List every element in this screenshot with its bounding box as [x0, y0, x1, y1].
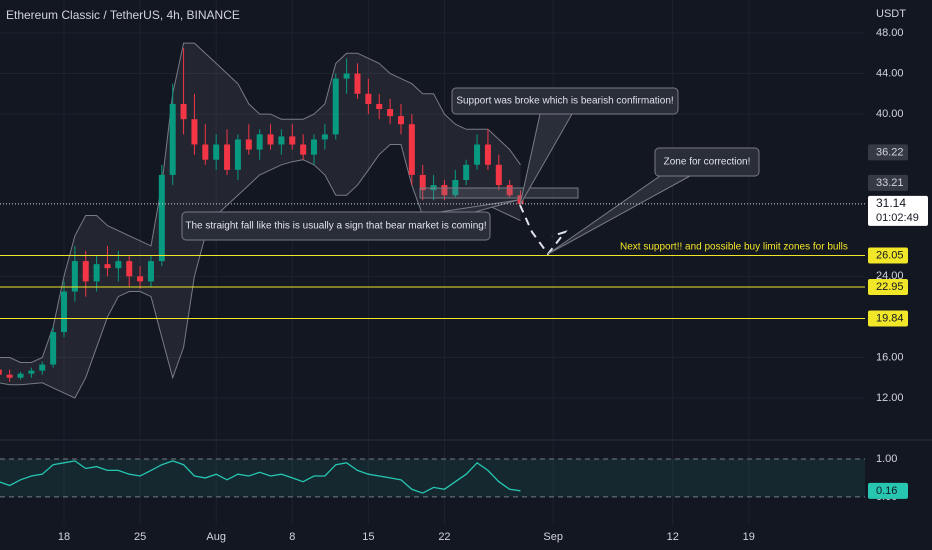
candle-body: [267, 134, 274, 145]
candle-body: [343, 73, 350, 79]
candle-body: [147, 261, 154, 282]
band-fill: [0, 43, 521, 399]
callout-box: [654, 147, 760, 177]
callout: Support was broke which is bearish confi…: [451, 87, 679, 206]
y-tick-label: 16.00: [876, 351, 904, 363]
candle-body: [104, 264, 111, 269]
candle-body: [71, 261, 78, 292]
countdown-label: 01:02:49: [876, 212, 919, 224]
y-tick-label: 40.00: [876, 108, 904, 120]
candle-body: [202, 144, 209, 160]
candle-body: [256, 134, 263, 150]
candle-body: [278, 136, 285, 145]
callout-text: The straight fall like this is usually a…: [185, 221, 486, 232]
callout: The straight fall like this is usually a…: [181, 199, 519, 241]
candle-body: [311, 139, 318, 155]
x-tick-label: 18: [58, 531, 70, 543]
candle-body: [408, 124, 415, 175]
candle-body: [321, 134, 328, 140]
candle-body: [387, 109, 394, 117]
indicator-value-label: 0.16: [876, 485, 897, 497]
candle-body: [137, 276, 144, 282]
indicator-tick-label: 1.00: [876, 453, 897, 465]
candle-body: [180, 103, 187, 120]
candle-body: [463, 164, 470, 180]
indicator-tag: [868, 482, 908, 499]
candle-body: [191, 119, 198, 145]
x-tick-label: 8: [289, 531, 295, 543]
level-label: 22.95: [876, 281, 904, 293]
candle-body: [213, 144, 220, 160]
candle-body: [365, 93, 372, 104]
candle-body: [17, 373, 24, 378]
support-note: Next support!! and possible buy limit zo…: [620, 242, 848, 253]
candle-body: [245, 139, 252, 150]
level-label: 19.84: [876, 312, 904, 324]
candle-body: [169, 103, 176, 175]
candle-body: [474, 144, 481, 165]
candle-body: [354, 73, 361, 94]
y-tick-label: 48.00: [876, 27, 904, 39]
candle-body: [234, 139, 241, 170]
level-tag: [868, 278, 908, 295]
candle-body: [376, 103, 383, 110]
candle-body: [126, 261, 133, 277]
indicator-line: [0, 460, 521, 494]
x-tick-label: 15: [362, 531, 374, 543]
x-tick-label: 25: [134, 531, 146, 543]
price-marker-label: 33.21: [876, 177, 904, 189]
candle-body: [484, 144, 491, 165]
candle-body: [28, 370, 35, 374]
candle-body: [495, 164, 502, 186]
currency-label: USDT: [876, 8, 906, 20]
x-tick-label: 22: [438, 531, 450, 543]
x-tick-label: 12: [667, 531, 679, 543]
candle-body: [397, 116, 404, 125]
price-marker: [868, 144, 908, 161]
price-marker: [868, 174, 908, 191]
band-line: [0, 42, 521, 363]
chart-title: Ethereum Classic / TetherUS, 4h, BINANCE: [6, 8, 240, 22]
callout-box: [451, 87, 679, 115]
candle-body: [441, 185, 448, 196]
candle-body: [517, 195, 524, 204]
callout-box: [181, 211, 491, 241]
candle-body: [0, 369, 2, 375]
candle-body: [158, 174, 165, 262]
level-tag: [868, 310, 908, 327]
level-label: 26.05: [876, 249, 904, 261]
candle-body: [224, 144, 231, 170]
candle-body: [332, 78, 339, 135]
grid: [0, 0, 865, 525]
x-tick-label: Sep: [543, 531, 563, 543]
candle-body: [82, 261, 89, 282]
x-tick-label: 19: [743, 531, 755, 543]
candle-body: [115, 261, 122, 269]
level-tag: [868, 247, 908, 264]
callout-text: Support was broke which is bearish confi…: [456, 96, 673, 107]
candle-body: [506, 185, 513, 196]
zone-box: [419, 187, 579, 199]
callout-text: Zone for correction!: [664, 157, 751, 168]
y-tick-label: 12.00: [876, 392, 904, 404]
candle-body: [300, 144, 307, 155]
candle-body: [61, 291, 67, 333]
candle-body: [39, 364, 46, 371]
callout: Zone for correction!: [547, 147, 760, 255]
y-tick-label: 44.00: [876, 67, 904, 79]
x-tick-label: Aug: [206, 531, 226, 543]
candle-body: [289, 136, 296, 145]
last-price-tag: [868, 195, 928, 226]
candle-body: [50, 332, 57, 365]
candle-body: [93, 264, 100, 282]
price-marker-label: 36.22: [876, 146, 904, 158]
candle-body: [419, 174, 426, 191]
candle-body: [6, 374, 13, 378]
indicator-band: [0, 458, 865, 497]
last-price-label: 31.14: [876, 196, 906, 210]
